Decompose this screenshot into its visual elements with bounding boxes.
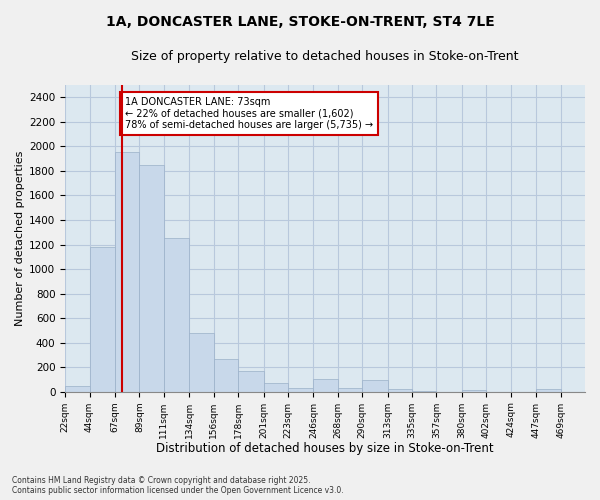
Bar	[89, 247, 115, 392]
Text: 1A DONCASTER LANE: 73sqm
← 22% of detached houses are smaller (1,602)
78% of sem: 1A DONCASTER LANE: 73sqm ← 22% of detach…	[125, 98, 373, 130]
Bar	[338, 388, 362, 392]
Title: Size of property relative to detached houses in Stoke-on-Trent: Size of property relative to detached ho…	[131, 50, 519, 63]
Bar	[189, 333, 214, 392]
Bar	[362, 380, 388, 392]
Bar	[313, 380, 338, 392]
Bar	[388, 390, 412, 392]
Text: 1A, DONCASTER LANE, STOKE-ON-TRENT, ST4 7LE: 1A, DONCASTER LANE, STOKE-ON-TRENT, ST4 …	[106, 15, 494, 29]
Bar	[263, 383, 288, 392]
Bar	[164, 238, 189, 392]
Bar	[412, 391, 436, 392]
Bar	[65, 386, 89, 392]
Bar	[536, 388, 560, 392]
Bar	[214, 359, 238, 392]
Y-axis label: Number of detached properties: Number of detached properties	[15, 150, 25, 326]
Text: Contains HM Land Registry data © Crown copyright and database right 2025.
Contai: Contains HM Land Registry data © Crown c…	[12, 476, 344, 495]
Bar	[139, 165, 164, 392]
Bar	[115, 152, 139, 392]
X-axis label: Distribution of detached houses by size in Stoke-on-Trent: Distribution of detached houses by size …	[156, 442, 494, 455]
Bar	[462, 390, 487, 392]
Bar	[238, 372, 263, 392]
Bar	[288, 388, 313, 392]
